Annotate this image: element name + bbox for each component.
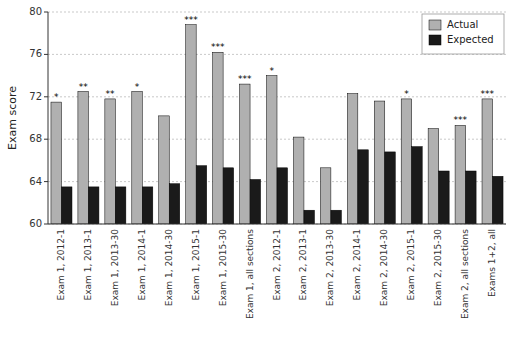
x-axis — [48, 224, 506, 225]
legend-swatch — [429, 20, 441, 30]
bar — [51, 102, 62, 224]
x-tick-label: Exam 1, 2015-1 — [191, 229, 201, 300]
x-tick-label: Exams 1+2, all — [487, 229, 497, 297]
x-tick-label: Exam 2, 2012-1 — [272, 229, 282, 300]
bar — [196, 166, 207, 224]
annotation: *** — [184, 15, 198, 25]
x-tick-label: Exam 1, 2015-30 — [218, 229, 228, 306]
bar — [455, 125, 466, 224]
y-tick-label: 64 — [29, 176, 42, 187]
y-axis-label: Exam score — [6, 86, 19, 150]
bar — [385, 152, 396, 224]
bar — [213, 52, 224, 224]
bar — [277, 168, 288, 224]
x-tick-label: Exam 1, 2013-1 — [83, 229, 93, 300]
x-tick-label: Exam 2, 2015-1 — [406, 229, 416, 300]
grid-line — [48, 224, 506, 225]
bar — [374, 101, 385, 224]
x-tick-label: Exam 1, all sections — [245, 229, 255, 319]
legend-box — [422, 14, 504, 54]
legend-label: Actual — [447, 19, 478, 30]
bar — [159, 116, 170, 224]
bar — [169, 184, 180, 224]
y-tick — [44, 96, 48, 97]
grid-line — [48, 12, 506, 13]
x-tick-label: Exam 2, 2014-1 — [352, 229, 362, 300]
annotation: ** — [79, 82, 89, 92]
x-tick-label: Exam 2, 2014-30 — [379, 229, 389, 306]
y-axis — [48, 12, 49, 224]
legend: Actual Expected — [422, 14, 504, 54]
annotation: * — [269, 66, 274, 76]
bar — [132, 92, 143, 225]
bar — [240, 84, 251, 224]
x-tick-label: Exam 1, 2014-1 — [137, 229, 147, 300]
bar — [358, 150, 369, 224]
chart-container: 606468727680***********************Exam … — [0, 0, 516, 342]
x-tick-label: Exam 1, 2012-1 — [56, 229, 66, 300]
x-tick-label: Exam 2, 2015-30 — [433, 229, 443, 306]
bar — [105, 99, 116, 224]
y-tick-label: 68 — [29, 133, 42, 144]
x-tick-label: Exam 2, 2013-30 — [325, 229, 335, 306]
bar — [250, 179, 261, 224]
bar — [428, 129, 439, 224]
y-tick-label: 76 — [29, 48, 42, 59]
y-tick — [44, 224, 48, 225]
grid — [48, 12, 506, 224]
bar — [482, 99, 493, 224]
bar — [266, 76, 277, 224]
bar — [186, 25, 197, 224]
x-tick-label: Exam 2, all sections — [460, 229, 470, 319]
legend-swatch — [429, 35, 441, 45]
annotation: *** — [211, 42, 225, 52]
y-tick — [44, 181, 48, 182]
annotation: *** — [454, 115, 468, 125]
y-tick-label: 60 — [29, 218, 42, 229]
x-tick-label: Exam 2, 2013-1 — [298, 229, 308, 300]
y-tick — [44, 139, 48, 140]
bar — [61, 187, 72, 224]
bar — [401, 99, 412, 224]
annotation: * — [54, 92, 59, 102]
bar — [142, 187, 153, 224]
bar — [304, 210, 315, 224]
x-tick-label: Exam 1, 2013-30 — [110, 229, 120, 306]
annotation: * — [135, 82, 140, 92]
y-tick-label: 80 — [29, 6, 42, 17]
bar — [320, 168, 331, 224]
bar — [493, 176, 504, 224]
bar — [347, 94, 358, 224]
chart-svg: 606468727680***********************Exam … — [0, 0, 516, 342]
bar — [223, 168, 234, 224]
bar — [78, 92, 89, 225]
x-tick-label: Exam 1, 2014-30 — [164, 229, 174, 306]
annotation: * — [404, 89, 409, 99]
bar — [88, 187, 99, 224]
annotation: ** — [106, 89, 116, 99]
bar — [439, 171, 450, 224]
bar — [331, 210, 342, 224]
bar — [466, 171, 477, 224]
y-tick — [44, 12, 48, 13]
bars — [51, 25, 503, 224]
bar — [293, 137, 304, 224]
legend-label: Expected — [447, 34, 494, 45]
annotation: *** — [238, 74, 252, 84]
annotation: *** — [481, 89, 495, 99]
bar — [412, 147, 423, 224]
bar — [115, 187, 126, 224]
y-tick — [44, 54, 48, 55]
y-tick-label: 72 — [29, 91, 42, 102]
